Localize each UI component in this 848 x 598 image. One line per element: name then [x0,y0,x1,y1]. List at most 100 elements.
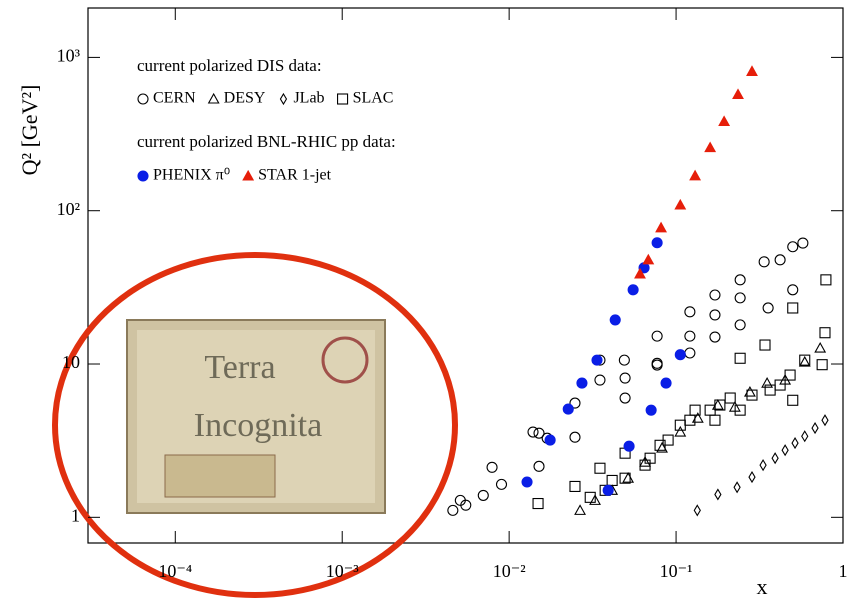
map-title: Incognita [194,407,322,444]
point [816,359,828,371]
point [634,267,646,279]
map-title: Terra [204,349,275,386]
point [533,460,545,472]
point [562,403,574,415]
x-tick-label: 10⁻³ [326,561,360,581]
point [714,399,726,411]
map-compass [321,336,369,384]
point [619,392,631,404]
point [655,221,667,233]
point [764,384,776,396]
point [594,374,606,386]
point [651,357,663,369]
point [734,292,746,304]
y-tick-label: 1 [71,505,80,525]
point [799,354,811,366]
point [606,474,618,486]
point [734,319,746,331]
point [674,198,687,210]
x-tick-label: 10⁻¹ [660,561,693,581]
point [814,341,827,353]
point [704,141,717,153]
highlight-ellipse [52,252,458,598]
point [820,274,832,286]
point [137,170,149,182]
point [533,427,545,439]
point [821,414,829,427]
point [137,93,149,105]
point [486,461,498,473]
point [759,459,767,472]
point [761,377,774,388]
point [674,419,686,431]
point [709,289,721,301]
point [644,452,656,464]
point [460,499,472,511]
point [645,404,657,416]
point [569,431,581,443]
point [569,397,581,409]
point [709,414,721,426]
point [718,115,731,127]
point [748,471,756,484]
point [242,169,255,181]
point [784,369,796,381]
legend-label: SLAC [353,90,394,107]
point [684,347,696,359]
point [709,331,721,343]
point [532,497,544,510]
point [594,462,606,474]
point [801,430,809,443]
y-tick-label: 10 [62,352,80,372]
point [714,488,722,501]
point [660,377,672,389]
point [709,309,721,321]
point [569,480,581,492]
point [771,452,779,465]
legend-label: PHENIX π⁰ [153,167,230,184]
point [733,481,741,494]
points [447,65,832,517]
point [651,237,663,249]
point [622,472,635,483]
y-tick-label: 10² [57,199,80,219]
point [574,504,587,515]
legend-title: current polarized DIS data: [137,56,322,75]
point [589,494,601,505]
map-cartouche [164,454,276,498]
point [732,88,744,100]
point [734,404,746,416]
point [787,241,799,253]
point [477,489,489,501]
point [787,394,799,406]
map-image: Terra Incognita [126,319,386,514]
point [787,284,799,296]
point [495,478,508,490]
point [798,355,811,367]
point [758,256,770,268]
legend-title: current polarized BNL-RHIC pp data: [137,132,396,151]
point [591,354,603,366]
point [689,169,702,181]
point [602,484,614,496]
point [797,237,809,249]
x-tick-label: 1 [839,561,848,581]
point [762,302,774,314]
point [819,327,831,339]
y-axis-label: Q² [GeV²] [17,85,42,176]
point [207,92,220,104]
point [674,349,686,361]
point [684,306,696,318]
point [674,425,687,437]
point [619,472,631,484]
point [639,456,651,467]
point [447,504,459,516]
point [627,284,639,296]
legend-label: JLab [293,90,324,107]
point [743,385,756,397]
point [642,253,655,265]
point [734,274,746,286]
point [724,392,736,404]
point [662,434,674,446]
